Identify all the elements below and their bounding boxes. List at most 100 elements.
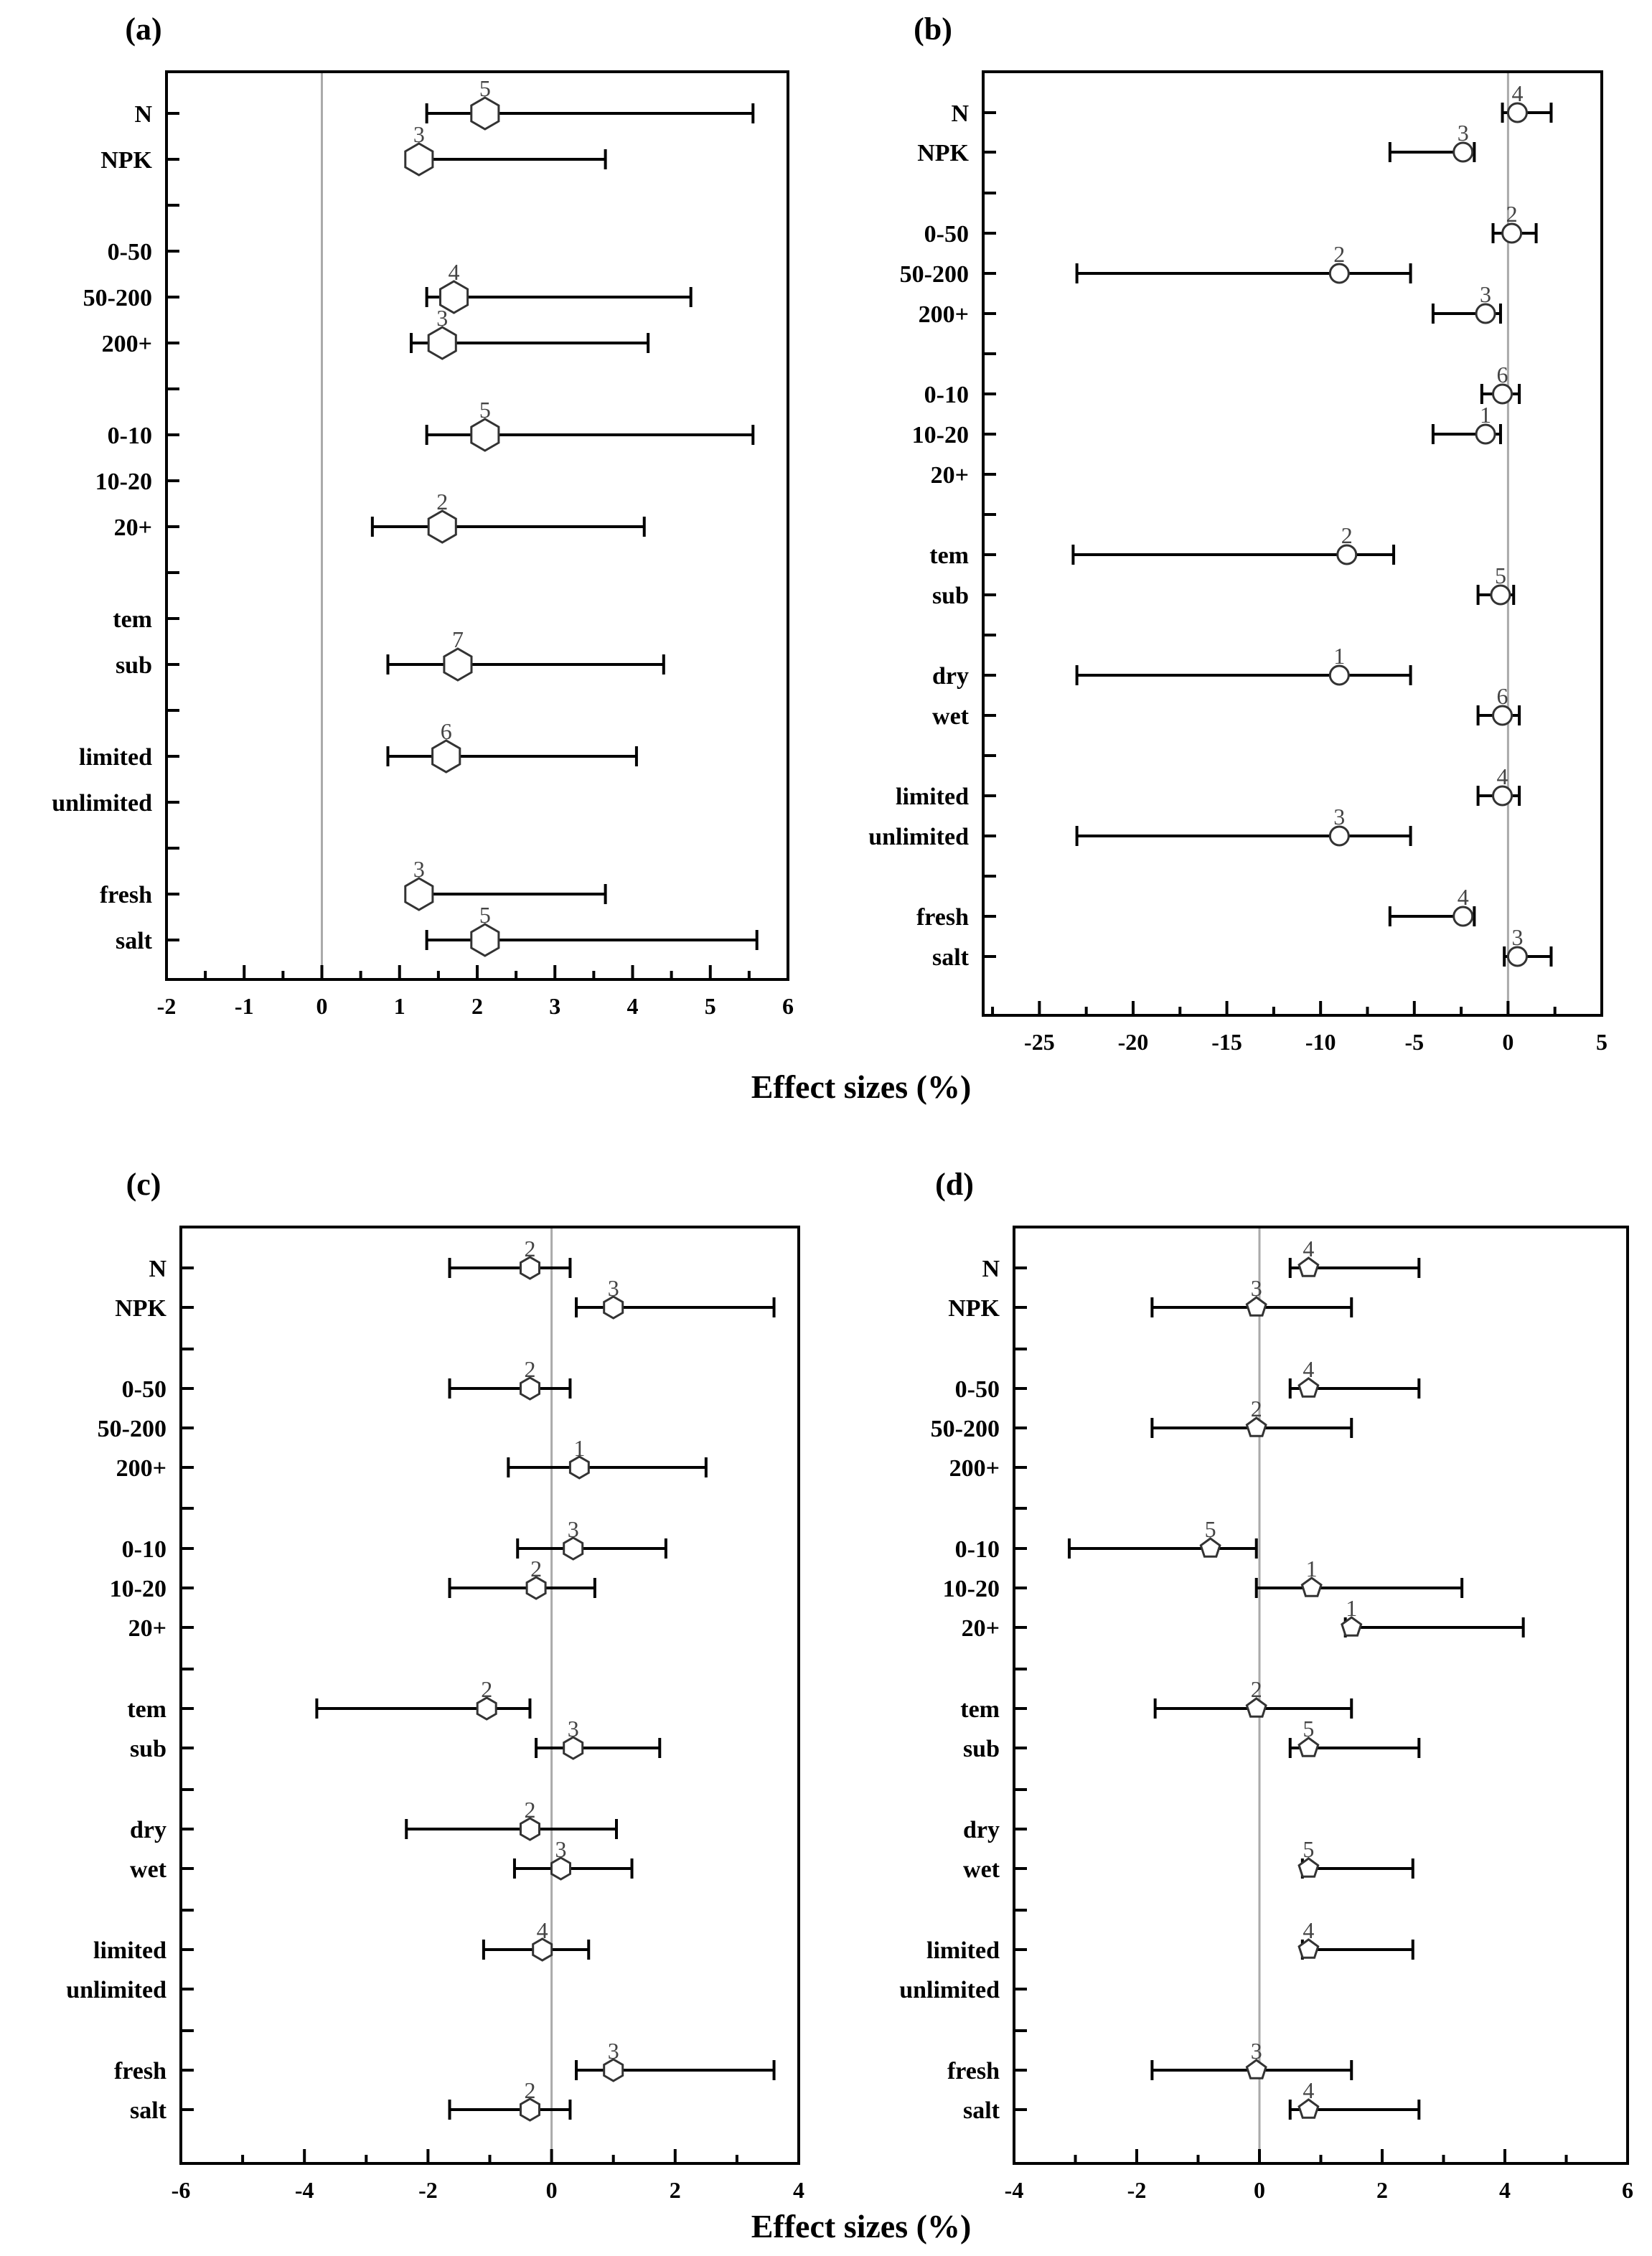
- data-point-NPK: 3: [1150, 1275, 1353, 1317]
- sample-size-label: 3: [1333, 804, 1345, 829]
- x-tick-label: -2: [157, 993, 177, 1019]
- category-label-tem: tem: [113, 606, 152, 633]
- x-tick-label: -20: [1118, 1029, 1149, 1055]
- mean-marker: [1341, 1616, 1363, 1637]
- x-tick-label: 0: [1254, 2177, 1265, 2203]
- sample-size-label: 3: [436, 305, 448, 331]
- mean-marker: [1297, 1938, 1320, 1959]
- category-label-limited: limited: [896, 784, 969, 810]
- plot-frame: [982, 70, 1603, 1017]
- sample-size-label: 1: [1306, 1556, 1318, 1581]
- sample-size-label: 2: [1333, 241, 1345, 267]
- sample-size-label: 3: [1480, 281, 1491, 307]
- category-label-salt: salt: [116, 928, 153, 954]
- data-point-dry: 2: [405, 1797, 619, 1841]
- category-label-200+: 200+: [102, 331, 152, 357]
- data-point-0-10: 6: [1480, 362, 1521, 405]
- sample-size-label: 2: [524, 1356, 535, 1382]
- data-point-0-50: 4: [1288, 1356, 1421, 1399]
- mean-marker: [431, 739, 461, 774]
- data-point-0-50: 2: [448, 1356, 572, 1401]
- sample-size-label: 5: [479, 397, 491, 423]
- category-label-0-10: 0-10: [924, 382, 969, 408]
- category-label-N: N: [982, 1256, 1000, 1282]
- category-label-10-20: 10-20: [110, 1576, 166, 1602]
- mean-marker: [1452, 906, 1474, 927]
- data-point-dry: 1: [1075, 643, 1412, 686]
- mean-marker: [525, 1576, 547, 1600]
- data-point-NPK: 3: [575, 1275, 776, 1320]
- data-point-salt: 3: [1503, 924, 1553, 967]
- category-label-200+: 200+: [116, 1455, 166, 1482]
- category-label-limited: limited: [926, 1937, 1000, 1964]
- data-point-10-20: 1: [1254, 1556, 1464, 1598]
- mean-marker: [1506, 102, 1528, 123]
- category-label-0-50: 0-50: [108, 239, 152, 265]
- panel-c: (c) N NPK 0-50 50-200 200+ 0-10 10-20 20+ tem sub d…: [66, 1167, 804, 2203]
- x-tick-label: 5: [1596, 1029, 1608, 1055]
- sample-size-label: 4: [1303, 1917, 1314, 1943]
- category-label-20+: 20+: [962, 1615, 1000, 1642]
- x-tick-label: 0: [546, 2177, 558, 2203]
- data-point-200+: 3: [409, 305, 650, 360]
- mean-marker: [1245, 1416, 1267, 1437]
- data-point-wet: 5: [1297, 1836, 1414, 1879]
- mean-marker: [470, 96, 500, 131]
- category-label-fresh: fresh: [114, 2058, 166, 2085]
- sample-size-label: 5: [479, 75, 491, 101]
- x-tick-label: -4: [1005, 2177, 1024, 2203]
- sample-size-label: 4: [1303, 1236, 1314, 1261]
- category-label-sub: sub: [130, 1736, 166, 1762]
- data-point-limited: 6: [386, 718, 638, 774]
- category-label-0-10: 0-10: [122, 1536, 166, 1563]
- mean-marker: [1336, 544, 1358, 565]
- x-tick-label: 3: [549, 993, 560, 1019]
- panel-label: (b): [914, 11, 952, 47]
- panel-a: (a) N NPK 0-50 50-200 200+ 0-10 10-20 20+ tem sub l…: [52, 11, 794, 1019]
- x-tick-label: 0: [1502, 1029, 1513, 1055]
- category-label-wet: wet: [130, 1856, 167, 1883]
- mean-marker: [1490, 584, 1511, 606]
- category-label-10-20: 10-20: [95, 469, 152, 495]
- data-point-N: 4: [1288, 1236, 1421, 1278]
- data-point-10-20: 2: [448, 1556, 596, 1600]
- mean-marker: [1245, 2059, 1267, 2079]
- panel-label: (d): [935, 1167, 974, 1202]
- sample-size-label: 2: [481, 1676, 492, 1702]
- mean-marker: [427, 509, 457, 544]
- mean-marker: [520, 2097, 540, 2122]
- sample-size-label: 2: [524, 2077, 535, 2103]
- panel-d: (d) N NPK 0-50 50-200 200+ 0-10 10-20 20+ tem sub d…: [899, 1167, 1633, 2203]
- data-point-20+: 2: [370, 489, 646, 544]
- category-label-dry: dry: [130, 1817, 166, 1843]
- sample-size-label: 3: [1511, 924, 1523, 950]
- data-point-0-50: 2: [1491, 201, 1538, 244]
- sample-size-label: 7: [452, 626, 464, 652]
- plot-frame: [1013, 1226, 1629, 2165]
- sample-size-label: 3: [1458, 120, 1469, 146]
- mean-marker: [1245, 1697, 1267, 1718]
- mean-marker: [439, 280, 469, 314]
- mean-marker: [1297, 1377, 1320, 1398]
- category-label-20+: 20+: [931, 462, 969, 489]
- category-label-tem: tem: [127, 1696, 166, 1723]
- x-tick-label: 2: [471, 993, 483, 1019]
- sample-size-label: 2: [1506, 201, 1518, 227]
- category-label-fresh: fresh: [947, 2058, 1000, 2085]
- sample-size-label: 4: [537, 1917, 548, 1943]
- category-label-fresh: fresh: [916, 904, 969, 931]
- sample-size-label: 3: [1251, 1275, 1262, 1301]
- category-label-0-10: 0-10: [108, 423, 152, 449]
- data-point-50-200: 2: [1150, 1396, 1353, 1438]
- mean-marker: [1297, 1857, 1320, 1878]
- data-point-NPK: 3: [404, 121, 607, 177]
- sample-size-label: 5: [1303, 1836, 1314, 1862]
- data-point-unlimited: 3: [1075, 804, 1412, 847]
- mean-marker: [532, 1937, 553, 1962]
- data-point-limited: 4: [1297, 1917, 1414, 1960]
- sample-size-label: 3: [568, 1716, 579, 1742]
- sample-size-label: 4: [1511, 80, 1523, 106]
- data-point-200+: 3: [1431, 281, 1502, 324]
- x-tick-label: -4: [295, 2177, 314, 2203]
- sample-size-label: 4: [1497, 763, 1508, 789]
